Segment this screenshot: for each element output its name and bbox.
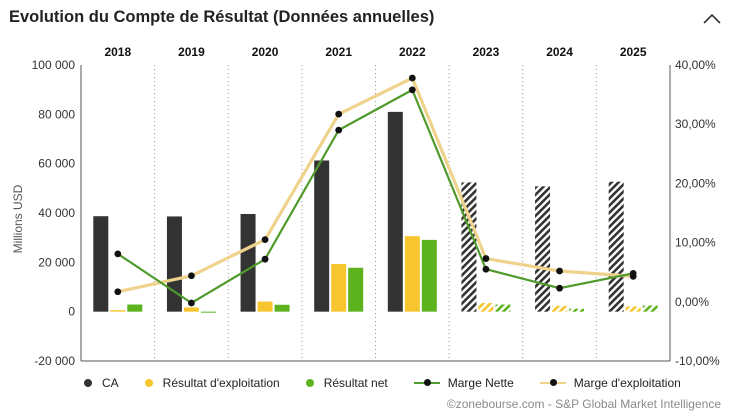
x-tick-label: 2025 <box>620 45 647 59</box>
series-line <box>117 88 634 305</box>
chevron-up-icon <box>703 13 721 24</box>
bar <box>642 305 658 312</box>
line-point <box>408 86 416 94</box>
legend-item[interactable]: CA <box>84 376 119 390</box>
x-tick-label: 2023 <box>473 45 500 59</box>
legend-dot-icon <box>84 379 92 387</box>
bar <box>93 216 109 312</box>
bar <box>257 301 273 312</box>
bar <box>387 111 403 312</box>
legend-item[interactable]: Marge d'exploitation <box>539 376 681 390</box>
y-tick-label: 40 000 <box>38 206 75 220</box>
bar <box>535 186 551 312</box>
bar <box>200 311 216 313</box>
legend-line-icon <box>539 379 566 387</box>
bar <box>478 303 494 312</box>
bar <box>314 160 330 312</box>
y2-tick-label: 30,00% <box>675 117 716 131</box>
line-point <box>261 255 269 263</box>
bar <box>569 308 585 312</box>
x-tick-label: 2024 <box>546 45 573 59</box>
line-point <box>114 250 122 258</box>
series-line <box>117 76 634 294</box>
line-point <box>335 126 343 134</box>
line-point <box>556 284 563 292</box>
y-axis-label: Millions USD <box>11 184 25 253</box>
line-point <box>114 288 122 296</box>
y2-tick-label: -10,00% <box>675 354 720 368</box>
bar <box>608 181 624 312</box>
y-tick-label: 0 <box>68 305 75 319</box>
bar <box>110 310 126 312</box>
bar <box>127 304 143 312</box>
bar <box>625 306 641 312</box>
legend-label: CA <box>102 376 119 390</box>
line-point <box>556 267 563 275</box>
y2-tick-label: 40,00% <box>675 58 716 72</box>
bar <box>552 305 568 312</box>
legend-label: Résultat d'exploitation <box>162 376 280 390</box>
bar <box>421 239 437 312</box>
y2-tick-label: 0,00% <box>675 295 709 309</box>
legend-item[interactable]: Résultat net <box>305 376 388 390</box>
legend-dot-icon <box>305 379 314 387</box>
y2-tick-label: 10,00% <box>675 236 716 250</box>
legend-item[interactable]: Résultat d'exploitation <box>144 376 280 390</box>
x-tick-label: 2021 <box>325 45 352 59</box>
source-credit: ©zonebourse.com - S&P Global Market Inte… <box>446 397 721 411</box>
y-tick-label: 80 000 <box>38 107 75 121</box>
legend-label: Résultat net <box>323 376 388 390</box>
chart-title: Evolution du Compte de Résultat (Données… <box>9 8 435 26</box>
line-point <box>335 110 343 118</box>
bar <box>166 216 182 312</box>
bar <box>274 304 290 312</box>
x-tick-label: 2020 <box>252 45 279 59</box>
x-tick-label: 2022 <box>399 45 426 59</box>
line-point <box>629 272 637 280</box>
line-point <box>482 255 490 262</box>
bar <box>461 182 477 312</box>
y2-tick-label: 20,00% <box>675 176 716 190</box>
line-point <box>408 74 416 82</box>
x-tick-label: 2019 <box>178 45 205 59</box>
y-tick-label: -20 000 <box>34 354 75 368</box>
bar <box>404 236 420 312</box>
legend: CA Résultat d'exploitation Résultat net Mar… <box>84 374 707 392</box>
collapse-button[interactable] <box>700 8 724 28</box>
legend-item[interactable]: Marge Nette <box>413 376 514 390</box>
legend-label: Marge d'exploitation <box>573 376 681 390</box>
legend-line-icon <box>413 379 440 387</box>
line-point <box>188 299 195 307</box>
bar <box>240 213 256 312</box>
legend-dot-icon <box>144 379 153 387</box>
line-point <box>261 236 269 244</box>
y-tick-label: 20 000 <box>38 255 75 269</box>
bar <box>348 267 364 312</box>
bar <box>495 304 511 312</box>
bar <box>331 264 347 312</box>
y-tick-label: 100 000 <box>32 58 76 72</box>
x-tick-label: 2018 <box>104 45 131 59</box>
legend-label: Marge Nette <box>447 376 514 390</box>
line-point <box>188 272 195 280</box>
y-tick-label: 60 000 <box>38 157 75 171</box>
line-point <box>482 265 490 273</box>
bar <box>183 307 199 312</box>
